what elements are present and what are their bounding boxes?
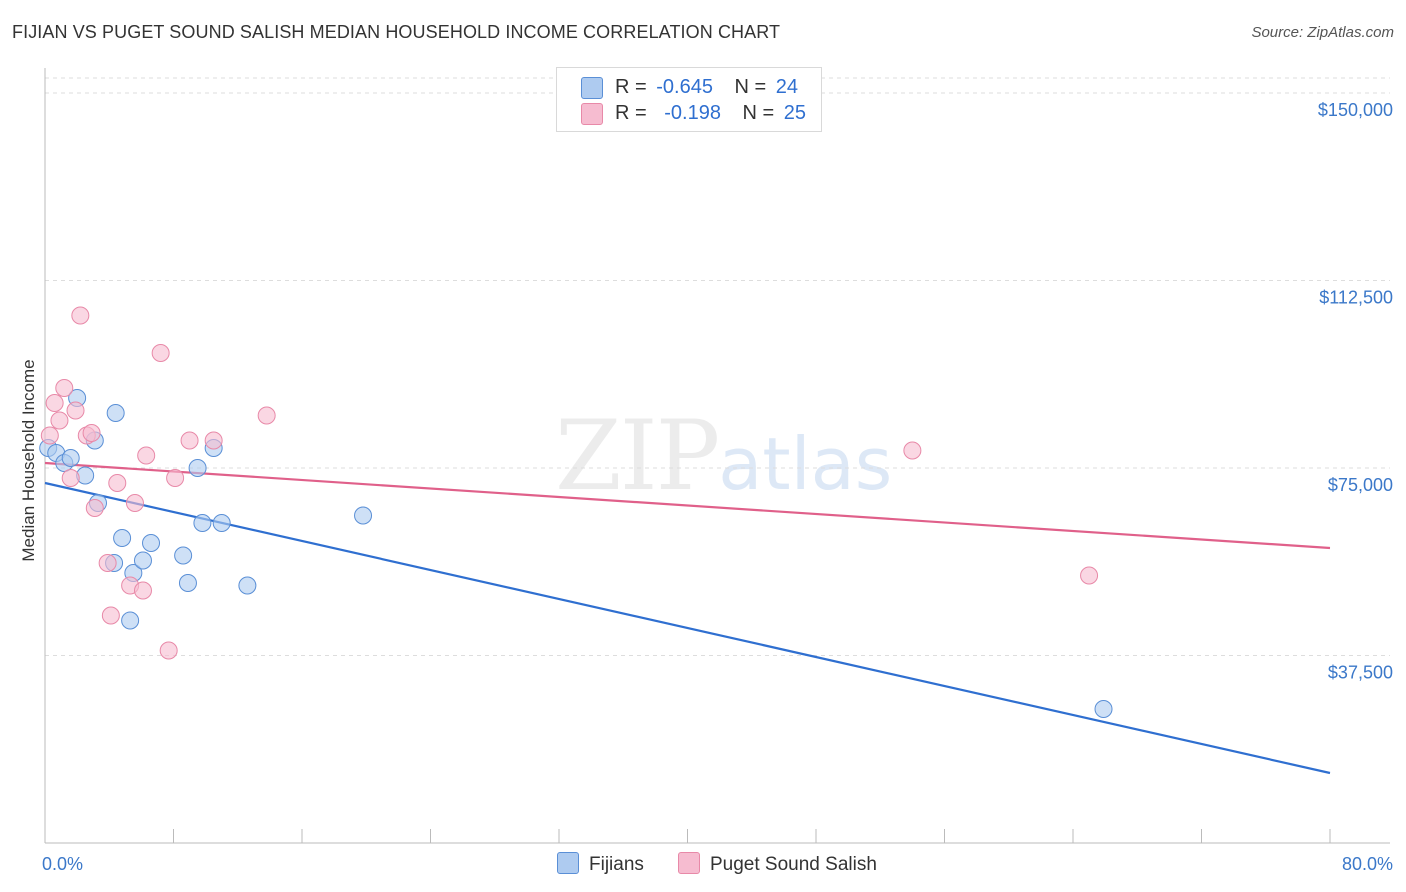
- fijians-legend-label: Fijians: [589, 854, 644, 875]
- watermark: ZIPatlas: [555, 400, 892, 512]
- r-label: R =: [615, 76, 647, 98]
- fijians-point: [212, 514, 231, 532]
- y-tick-label: $150,000: [1318, 100, 1393, 120]
- fijians-point: [354, 506, 373, 525]
- puget-legend-swatch: [678, 852, 700, 874]
- fijians-point: [174, 546, 193, 565]
- fijians-point: [61, 449, 80, 467]
- n-label: N =: [734, 76, 767, 98]
- puget-point: [257, 406, 276, 425]
- fijians-point: [1094, 700, 1113, 718]
- fijians-point: [142, 534, 161, 552]
- puget-point: [166, 469, 185, 487]
- puget-point: [1080, 566, 1099, 585]
- correlation-legend: R = -0.645 N = 24 R = -0.198 N = 25: [556, 67, 822, 132]
- chart-title: FIJIAN VS PUGET SOUND SALISH MEDIAN HOUS…: [12, 22, 781, 42]
- watermark-atlas: atlas: [718, 422, 893, 506]
- n-value: 25: [783, 102, 807, 124]
- data-points: [39, 306, 1113, 718]
- puget-point: [159, 641, 178, 660]
- trend-lines: [44, 461, 1331, 775]
- axes: [44, 68, 1390, 844]
- puget-point: [61, 469, 80, 487]
- fijians-point: [238, 576, 257, 595]
- x-tick-label: 0.0%: [42, 854, 83, 874]
- fijians-point: [193, 514, 212, 532]
- puget-point: [66, 401, 85, 420]
- y-tick-label: $112,500: [1319, 288, 1393, 308]
- source-label: Source: ZipAtlas.com: [1251, 24, 1394, 41]
- puget-point: [50, 411, 69, 430]
- puget-point: [45, 394, 64, 412]
- puget-point: [55, 379, 74, 397]
- r-label: R =: [615, 102, 647, 124]
- fijians-legend-swatch: [557, 852, 579, 874]
- puget-swatch: [581, 102, 603, 125]
- y-tick-label: $75,000: [1328, 475, 1393, 495]
- puget-point: [108, 474, 127, 492]
- puget-point: [82, 424, 101, 442]
- fijians-point: [113, 529, 132, 547]
- puget-point: [85, 499, 104, 517]
- puget-point: [137, 446, 156, 465]
- watermark-zip: ZIP: [555, 400, 720, 512]
- fijians-point: [188, 459, 207, 477]
- puget-point: [40, 426, 59, 445]
- fijians-point: [133, 551, 152, 570]
- puget-point: [125, 494, 144, 512]
- puget-legend-label: Puget Sound Salish: [710, 854, 877, 875]
- fijians-point: [178, 574, 197, 592]
- puget-point: [133, 581, 152, 600]
- y-tick-label: $37,500: [1328, 663, 1393, 683]
- legend-item-puget: Puget Sound Salish: [678, 852, 877, 876]
- puget-point: [151, 344, 170, 362]
- fijians-swatch: [581, 76, 603, 99]
- puget-point: [903, 441, 922, 460]
- puget-point: [71, 306, 90, 325]
- fijians-point: [106, 404, 125, 422]
- puget-point: [98, 554, 117, 572]
- gridlines: [45, 77, 1390, 656]
- n-label: N =: [742, 102, 775, 124]
- fijians-point: [121, 611, 140, 630]
- x-tick-label: 80.0%: [1342, 854, 1393, 874]
- fijians-trend-line: [44, 481, 1331, 775]
- r-value: -0.645: [656, 76, 713, 98]
- puget-point: [180, 431, 199, 450]
- y-axis-title: Median Household Income: [19, 359, 38, 561]
- puget-point: [204, 431, 223, 450]
- legend-item-fijians: Fijians: [557, 852, 644, 876]
- r-value: -0.198: [664, 102, 721, 124]
- n-value: 24: [775, 76, 799, 98]
- legend-row-fijians: R = -0.645 N = 24: [581, 76, 798, 100]
- legend-row-puget: R = -0.198 N = 25: [581, 102, 806, 126]
- axis-labels: $37,500 $75,000 $112,500 $150,000 0.0% 80.0% M…: [19, 100, 1393, 874]
- puget-trend-line: [44, 461, 1331, 550]
- puget-point: [101, 606, 120, 625]
